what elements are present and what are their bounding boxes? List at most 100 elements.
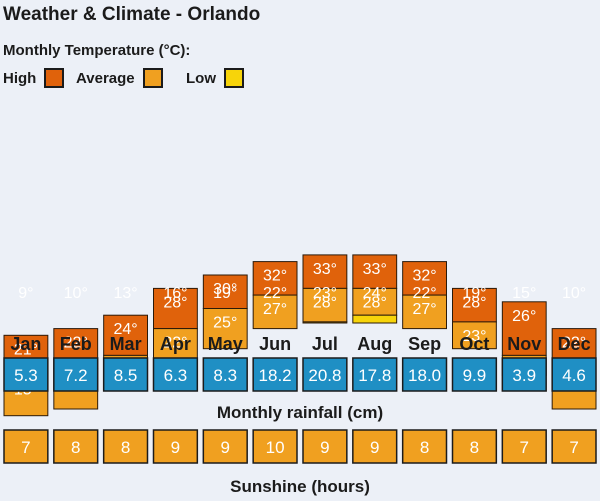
legend-average: Average bbox=[76, 66, 163, 90]
rainfall-value-feb: 7.2 bbox=[64, 366, 88, 385]
month-label-oct: Oct bbox=[459, 334, 489, 354]
rainfall-value-jun: 18.2 bbox=[259, 366, 292, 385]
legend-high-swatch bbox=[44, 68, 65, 88]
label-high-sep: 32° bbox=[412, 268, 436, 285]
bar-low-aug bbox=[352, 314, 398, 324]
month-label-dec: Dec bbox=[558, 334, 591, 354]
rainfall-box-dec bbox=[551, 357, 597, 392]
label-low-may: 19° bbox=[213, 285, 237, 302]
rainfall-value-may: 8.3 bbox=[213, 366, 237, 385]
label-low-nov: 15° bbox=[512, 285, 536, 302]
label-high-aug: 33° bbox=[363, 261, 387, 278]
bar-average-jul bbox=[302, 287, 348, 323]
month-label-nov: Nov bbox=[507, 334, 541, 354]
sunshine-box-dec bbox=[551, 429, 597, 464]
label-average-jul: 28° bbox=[313, 294, 337, 311]
sunshine-box-nov bbox=[501, 429, 547, 464]
label-high-mar: 24° bbox=[113, 321, 137, 338]
rainfall-box-apr bbox=[152, 357, 199, 392]
label-average-may: 25° bbox=[213, 315, 237, 332]
sunshine-box-jul bbox=[302, 429, 348, 464]
sunshine-box-apr bbox=[152, 429, 199, 464]
label-low-jul: 23° bbox=[313, 285, 337, 302]
month-label-apr: Apr bbox=[160, 334, 191, 354]
sunshine-value-mar: 8 bbox=[121, 438, 130, 457]
label-low-dec: 10° bbox=[562, 285, 586, 302]
rainfall-value-sep: 18.0 bbox=[408, 366, 441, 385]
chart-subtitle: Monthly Temperature (°C): bbox=[3, 42, 191, 59]
rainfall-box-may bbox=[202, 357, 248, 392]
legend-high-label: High bbox=[3, 69, 37, 87]
bar-high-may bbox=[202, 274, 248, 309]
sunshine-value-aug: 9 bbox=[370, 438, 379, 457]
rainfall-value-nov: 3.9 bbox=[512, 366, 536, 385]
rainfall-value-apr: 6.3 bbox=[164, 366, 188, 385]
sunshine-value-nov: 7 bbox=[520, 438, 529, 457]
sunshine-value-apr: 9 bbox=[171, 438, 180, 457]
label-low-mar: 13° bbox=[113, 285, 137, 302]
label-low-aug: 24° bbox=[363, 285, 387, 302]
legend-average-swatch bbox=[142, 68, 163, 88]
label-high-apr: 28° bbox=[163, 294, 187, 311]
month-label-jan: Jan bbox=[10, 334, 41, 354]
bar-high-mar bbox=[103, 314, 148, 356]
label-high-feb: 22° bbox=[64, 335, 88, 352]
rainfall-box-feb bbox=[53, 357, 99, 392]
sunshine-box-jun bbox=[252, 429, 298, 464]
sunshine-value-jun: 10 bbox=[266, 438, 285, 457]
sunshine-box-mar bbox=[102, 429, 149, 464]
sunshine-value-jul: 9 bbox=[320, 438, 329, 457]
sunshine-box-feb bbox=[53, 429, 99, 464]
label-high-jun: 32° bbox=[263, 268, 287, 285]
bar-high-sep bbox=[402, 261, 447, 296]
sunshine-box-sep bbox=[401, 429, 448, 464]
bar-average-aug bbox=[352, 287, 398, 316]
sunshine-caption: Sunshine (hours) bbox=[230, 477, 370, 496]
legend-average-label: Average bbox=[76, 69, 135, 87]
month-label-may: May bbox=[208, 334, 243, 354]
label-average-jun: 27° bbox=[263, 301, 287, 318]
sunshine-value-oct: 8 bbox=[470, 438, 479, 457]
legend-high: High bbox=[3, 66, 65, 90]
bar-high-aug bbox=[352, 254, 398, 289]
rainfall-value-jul: 20.8 bbox=[308, 366, 341, 385]
label-low-jan: 9° bbox=[18, 285, 33, 302]
rainfall-value-dec: 4.6 bbox=[562, 366, 586, 385]
month-label-mar: Mar bbox=[110, 334, 142, 354]
month-label-feb: Feb bbox=[60, 334, 92, 354]
legend-low-swatch bbox=[224, 68, 244, 88]
label-high-nov: 26° bbox=[512, 308, 536, 325]
rainfall-box-mar bbox=[102, 357, 149, 392]
rainfall-value-jan: 5.3 bbox=[14, 366, 38, 385]
bar-average-may bbox=[202, 308, 248, 350]
rainfall-box-jan bbox=[3, 357, 49, 392]
rainfall-value-mar: 8.5 bbox=[114, 366, 138, 385]
label-high-dec: 22° bbox=[562, 335, 586, 352]
label-low-sep: 22° bbox=[412, 285, 436, 302]
sunshine-value-may: 9 bbox=[221, 438, 230, 457]
bar-average-sep bbox=[402, 294, 447, 330]
bar-high-nov bbox=[501, 301, 547, 356]
month-label-aug: Aug bbox=[357, 334, 392, 354]
bar-average-jun bbox=[252, 294, 298, 330]
rainfall-box-aug bbox=[352, 357, 398, 392]
sunshine-box-jan bbox=[3, 429, 49, 464]
rainfall-box-jul bbox=[302, 357, 348, 392]
rainfall-box-sep bbox=[401, 357, 448, 392]
rainfall-box-jun bbox=[252, 357, 298, 392]
label-high-may: 30° bbox=[213, 281, 237, 298]
label-average-apr: 22° bbox=[163, 335, 187, 352]
month-label-jul: Jul bbox=[312, 334, 338, 354]
sunshine-box-oct bbox=[451, 429, 498, 464]
sunshine-box-aug bbox=[352, 429, 398, 464]
label-high-jul: 33° bbox=[313, 261, 337, 278]
label-high-jan: 21° bbox=[14, 341, 38, 358]
sunshine-value-feb: 8 bbox=[71, 438, 80, 457]
label-low-feb: 10° bbox=[64, 285, 88, 302]
sunshine-value-jan: 7 bbox=[21, 438, 30, 457]
rainfall-value-aug: 17.8 bbox=[358, 366, 391, 385]
bar-low-jul bbox=[302, 321, 348, 324]
label-high-oct: 28° bbox=[462, 294, 486, 311]
label-average-sep: 27° bbox=[412, 301, 436, 318]
